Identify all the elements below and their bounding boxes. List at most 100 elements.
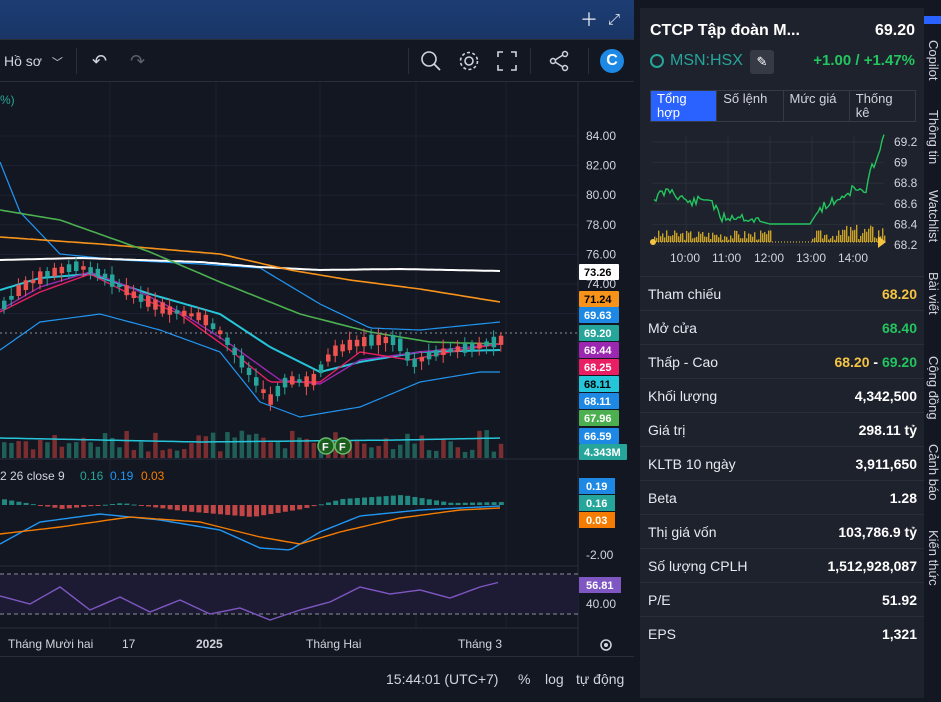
side-tab-watchlist[interactable]: Watchlist <box>926 190 941 243</box>
stat-value: 1,321 <box>881 626 917 642</box>
macd-bar <box>174 505 180 511</box>
macd-tag <box>579 478 615 494</box>
stat-row: Tham chiếu 68.20 <box>640 276 924 310</box>
stat-label: Số lượng CPLH <box>648 558 748 574</box>
intraday-volume-bar <box>764 231 766 242</box>
edit-icon[interactable]: ✎ <box>750 50 774 74</box>
side-tab-community[interactable]: Cộng đồng <box>926 356 941 420</box>
percent-scale-button[interactable]: % <box>518 671 531 687</box>
price-axis-label: 78.00 <box>586 218 616 232</box>
candle-body <box>23 280 29 290</box>
ma-orange-line <box>0 236 501 303</box>
side-tab-posts[interactable]: Bài viết <box>926 272 941 315</box>
event-markers[interactable]: F F <box>317 437 352 455</box>
settings-icon[interactable] <box>458 50 480 72</box>
chart-panel: ＋ ⤢ Hồ sơ ﹀ ↶ ↷ <box>0 0 634 687</box>
undo-icon[interactable]: ↶ <box>92 51 108 71</box>
macd-bar <box>110 504 115 505</box>
stock-stats-table: Tham chiếu 68.20 Mở cửa 68.40 Thấp - Cao 68.2… <box>640 276 924 650</box>
macd-bar <box>16 501 22 505</box>
intraday-volume-bar <box>662 233 664 242</box>
intraday-volume-bar <box>690 231 692 242</box>
auto-scale-button[interactable]: tự động <box>576 671 625 687</box>
side-tab-info[interactable]: Thông tin <box>926 110 941 165</box>
intraday-volume-bar <box>814 237 816 242</box>
intraday-volume-bar <box>850 226 852 242</box>
intraday-volume-bar <box>688 232 690 242</box>
tab-orders[interactable]: Số lệnh <box>717 91 784 121</box>
intraday-volume-bar <box>876 238 878 242</box>
volume-bar <box>426 450 432 458</box>
macd-legend-value: 0.03 <box>141 469 165 483</box>
volume-bar <box>30 449 36 458</box>
price-tag-value: 71.24 <box>584 294 612 306</box>
intraday-volume-bar <box>660 236 662 242</box>
macd-bar <box>362 497 367 505</box>
macd-bar <box>88 505 94 507</box>
macd-bar <box>398 495 403 505</box>
intraday-chart[interactable]: 69.2 69 68.8 68.6 68.4 68.2 10:00 11:00 12:00 13… <box>640 128 924 272</box>
bollinger-lower-line <box>0 313 500 418</box>
candle-body <box>405 351 410 361</box>
logo-icon[interactable]: C <box>600 49 624 73</box>
zoom-icon[interactable] <box>420 50 442 72</box>
intraday-volume-bar <box>826 234 828 242</box>
log-scale-button[interactable]: log <box>545 671 564 687</box>
redo-icon[interactable]: ↷ <box>130 51 146 71</box>
volume-bar <box>59 446 65 458</box>
volume-bar <box>167 448 173 458</box>
macd-bar <box>369 497 375 505</box>
price-tag-value: 69.20 <box>584 328 612 340</box>
price-axis-label: 76.00 <box>586 247 616 261</box>
candle-body <box>282 377 288 388</box>
price-tag <box>579 325 619 341</box>
price-tag-value: 68.25 <box>584 362 612 374</box>
candle-body <box>333 345 338 356</box>
stat-row: KLTB 10 ngày 3,911,650 <box>640 446 924 480</box>
intraday-y-label: 69 <box>894 156 908 170</box>
fullscreen-icon[interactable] <box>496 50 518 72</box>
intraday-volume-bar <box>844 229 846 242</box>
price-chart[interactable]: %) F F 84.00 82.00 80.00 78.00 76.00 74.00 <box>0 82 634 656</box>
event-marker[interactable] <box>334 437 352 455</box>
intraday-x-label: 12:00 <box>754 251 784 265</box>
share-icon[interactable] <box>548 50 570 72</box>
macd-bar <box>160 505 166 509</box>
candle-body <box>16 285 21 297</box>
expand-icon[interactable]: ⤢ <box>608 11 621 28</box>
event-marker[interactable] <box>317 437 335 455</box>
candle-body <box>131 291 137 299</box>
side-tab-alerts[interactable]: Cảnh báo <box>926 444 941 501</box>
stat-value: 4,342,500 <box>854 388 917 404</box>
profile-menu[interactable]: Hồ sơ ﹀ <box>4 40 63 82</box>
macd-tag-value: 0.19 <box>586 481 607 493</box>
plus-icon[interactable]: ＋ <box>580 10 598 30</box>
intraday-volume <box>654 224 886 242</box>
macd-bar <box>455 502 461 505</box>
intraday-grid <box>652 136 884 246</box>
stat-label: EPS <box>648 626 677 642</box>
price-tag-value: 68.11 <box>584 379 611 391</box>
stat-value-low: 68.20 <box>834 354 870 370</box>
tab-summary[interactable]: Tổng hợp <box>651 91 718 121</box>
price-tag-value: 69.63 <box>584 310 612 322</box>
macd-bar <box>210 505 216 514</box>
chart-settings-icon[interactable] <box>600 639 612 651</box>
volume-bar <box>297 437 302 458</box>
side-tab-knowledge[interactable]: Kiến thức <box>926 530 941 586</box>
intraday-y-label: 68.6 <box>894 197 918 211</box>
intraday-y-label: 68.8 <box>894 176 918 190</box>
macd-bar <box>282 505 288 512</box>
chart-toolbar: Hồ sơ ﹀ ↶ ↷ C <box>0 40 634 82</box>
price-tag <box>579 342 619 358</box>
tab-statistics[interactable]: Thống kê <box>849 91 915 121</box>
toolbar-divider <box>588 48 589 74</box>
rsi-line <box>0 581 499 621</box>
macd-bar <box>484 502 490 505</box>
tab-price-levels[interactable]: Mức giá <box>783 91 850 121</box>
stat-row: Thị giá vốn 103,786.9 tỷ <box>640 514 924 548</box>
ticker-symbol[interactable]: MSN:HSX <box>670 52 743 69</box>
stat-label: Beta <box>648 490 677 506</box>
side-tab-copilot[interactable]: Copilot <box>926 40 941 81</box>
candle-body <box>45 271 50 277</box>
